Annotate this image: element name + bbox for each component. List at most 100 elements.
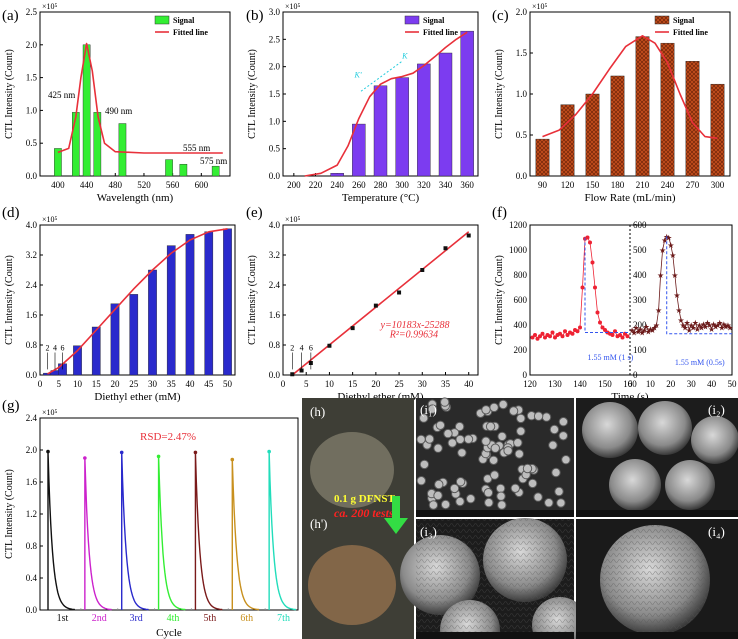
data-point [397, 290, 402, 295]
star-point: ★ [669, 251, 676, 260]
rsd-label: RSD=2.47% [140, 431, 196, 443]
x-tick-label: 10 [646, 379, 656, 389]
sem-i1-particle [455, 496, 465, 507]
sem-i2-sphere [691, 416, 738, 464]
down-arrow-icon [384, 496, 408, 534]
sem-i1-particle [516, 413, 526, 424]
cycle-peak-point [83, 456, 87, 460]
x-tick-label: 20 [371, 379, 381, 389]
chart-a: 400 440 480 520 560 600 0.0 0.5 1.0 1.5 2.0 2.5 Wave… [4, 2, 231, 204]
cycle-label: 5th [203, 613, 216, 624]
star-point: ★ [679, 321, 686, 330]
cycle-peak-point [119, 450, 124, 455]
data-point [420, 268, 425, 272]
star-point: ★ [726, 324, 733, 333]
y-tick-label: 1.6 [269, 310, 281, 320]
x-tick-label: 0 [38, 379, 43, 389]
data-point [565, 333, 570, 337]
y-axis-label: CTL Intensity (Count) [494, 49, 505, 139]
sem-panel-i1: (i₁) [416, 397, 574, 517]
y-tick-label: 2.5 [269, 34, 281, 44]
sem-i1-particle [558, 417, 569, 427]
x-tick-label: 40 [186, 379, 196, 389]
data-point [540, 331, 545, 336]
annotation-conc: 6 [309, 344, 313, 353]
powder-bottom [308, 545, 396, 625]
bar [165, 159, 173, 177]
star-point: ★ [673, 291, 680, 300]
y-tick-label: 3.0 [269, 7, 281, 17]
x-tick-label: 45 [204, 379, 214, 389]
annotation-conc: 2 [46, 344, 50, 353]
star-point: ★ [681, 324, 688, 333]
chart-b: 200 220 240 260 280 300 320 340 360 0.0 0.5 1.0 1.5 2… [247, 2, 479, 204]
star-point: ★ [704, 319, 711, 328]
data-point [550, 330, 555, 335]
x-tick-label: 5 [304, 379, 309, 389]
annotation-right: 1.55 mM (0.5s) [675, 358, 725, 367]
annotation-490: 490 nm [105, 106, 132, 116]
sem-i1-particle [455, 434, 465, 445]
x-tick-label: 300 [711, 180, 725, 190]
chart-e: 0 5 10 15 20 25 30 35 400.00.81.62.43.24.0Diethy… [247, 215, 479, 403]
legend-signal-swatch [154, 15, 170, 25]
star-point: ★ [700, 320, 707, 329]
data-point [558, 331, 562, 336]
exponent-label: ×10⁵ [42, 408, 58, 417]
sem-i1-particle [514, 449, 524, 459]
y-tick-label: 0.5 [26, 138, 38, 148]
annotation-left: 1.55 mM (1 s) [588, 353, 634, 362]
star-point: ★ [694, 325, 701, 334]
data-point [588, 240, 592, 245]
data-point [466, 233, 471, 238]
bar [148, 269, 157, 376]
sem-i1-particle [551, 467, 561, 478]
exponent-label: ×10⁵ [42, 215, 58, 224]
data-point [580, 285, 585, 290]
cycle-peak-point [267, 449, 271, 454]
legend-fit-label: Fitted line [673, 28, 708, 37]
sem-i1-particle [433, 443, 443, 453]
y-tick-label: 1.2 [26, 509, 37, 519]
x-tick-label: 0 [628, 379, 633, 389]
data-point [595, 310, 600, 315]
bar [73, 345, 82, 376]
star-point: ★ [667, 241, 674, 250]
annotation-575: 575 nm [200, 156, 227, 166]
sem-i1-particle [544, 498, 554, 508]
x-tick-label: 150 [586, 180, 600, 190]
x-axis-label: Wavelength (nm) [97, 192, 174, 204]
y-tick-label: 2.0 [516, 7, 528, 17]
star-point: ★ [661, 236, 668, 245]
data-point [290, 372, 295, 377]
x-tick-label: 90 [538, 180, 548, 190]
data-point [585, 235, 590, 240]
y-tick-label: 0.0 [26, 171, 38, 181]
data-point [538, 334, 542, 339]
bar [460, 30, 474, 177]
y-axis-label: CTL Intensity (Count) [247, 255, 258, 345]
x-tick-label: 5 [57, 379, 62, 389]
y-tick-label: 4.0 [269, 220, 281, 230]
sem-i1-particle [449, 483, 460, 494]
sem-i1-particle [522, 463, 533, 474]
panel-label-i1: (i₁) [420, 402, 437, 417]
data-point [548, 334, 552, 339]
panel-label-h: (h) [310, 404, 325, 419]
y-axis-label: CTL Intensity (Count) [494, 255, 505, 345]
sem-i1-particle [419, 459, 430, 470]
sem-i1-particle [440, 397, 450, 407]
bar [166, 245, 176, 376]
x-tick-label: 15 [92, 379, 102, 389]
bar [710, 83, 725, 177]
sem-i1-particle [419, 413, 429, 423]
sem-i3-texture [416, 519, 574, 632]
annotation-555: 555 nm [183, 143, 210, 153]
fitted-line [47, 228, 228, 375]
x-axis-label: Temperature (°C) [342, 192, 420, 204]
star-point: ★ [641, 326, 648, 335]
sem-i1-particle [533, 492, 543, 502]
bar [179, 163, 188, 177]
y-tick-label: 3.2 [26, 250, 37, 260]
sem-i1-particle [481, 436, 491, 446]
